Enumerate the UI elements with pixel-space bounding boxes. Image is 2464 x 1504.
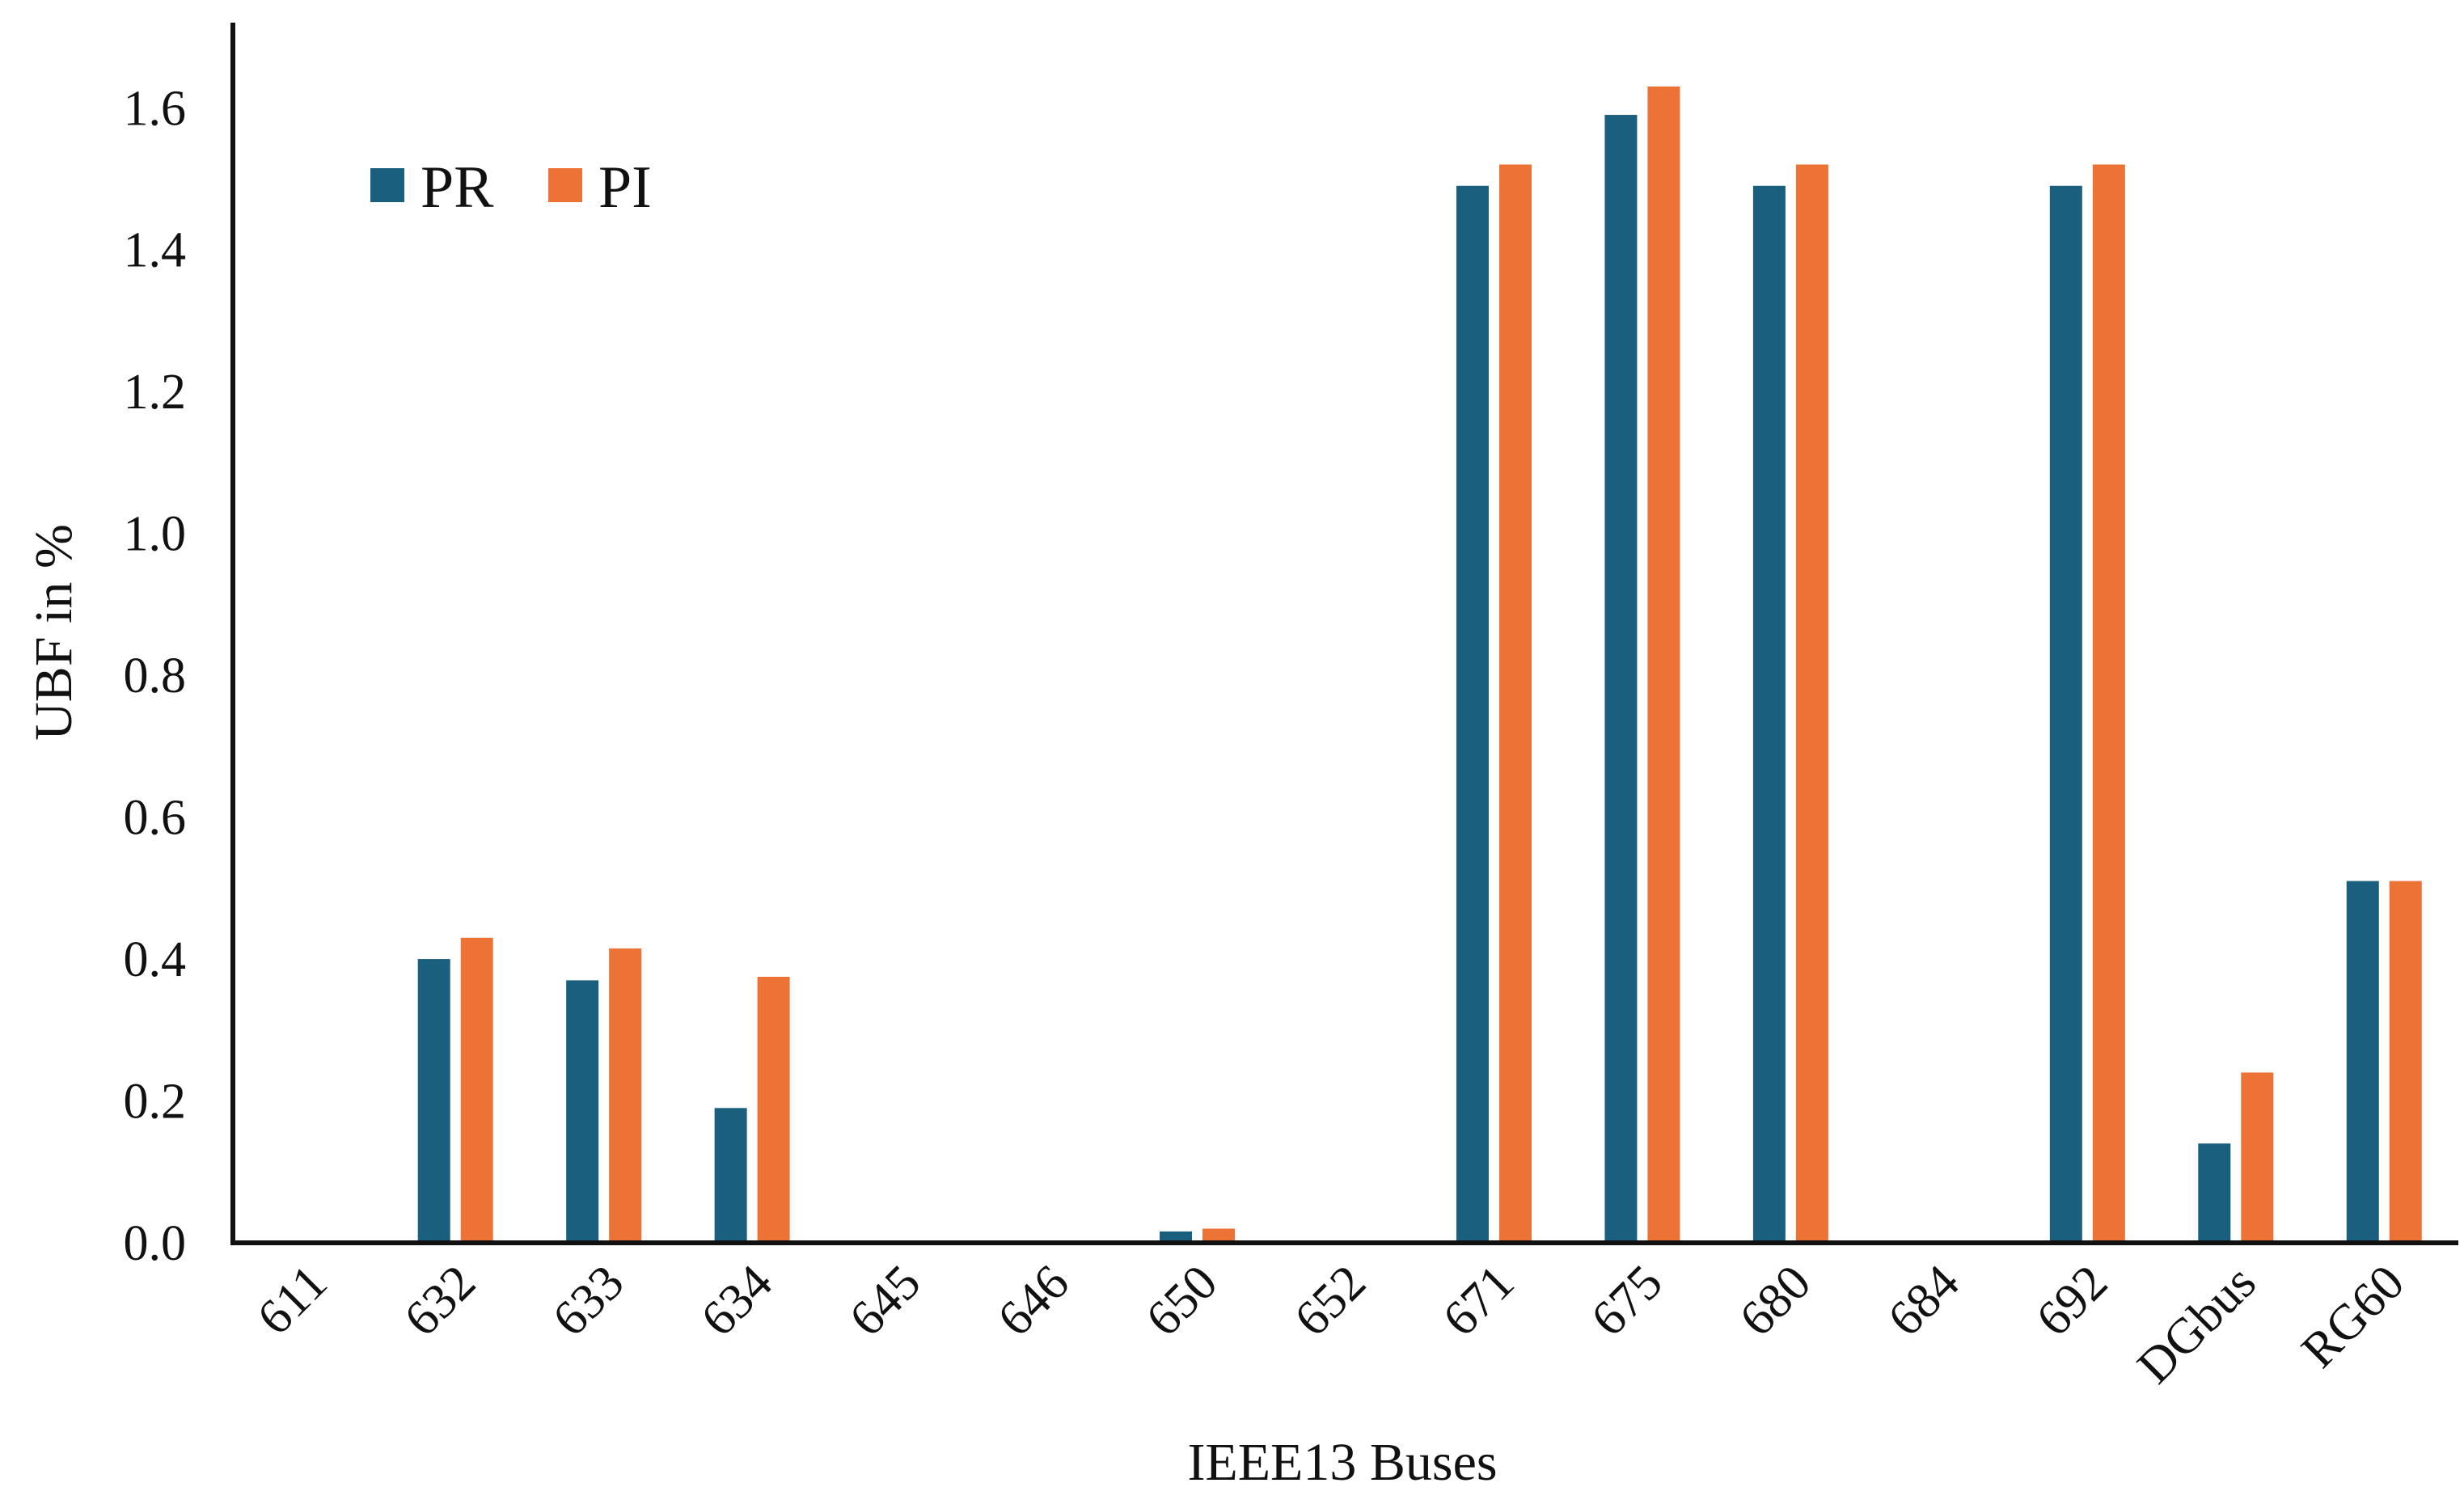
bar-pi-692 (2092, 164, 2125, 1244)
bar-pi-633 (609, 948, 642, 1243)
x-tick-label: 684 (1878, 1255, 1970, 1347)
bar-pr-634 (714, 1108, 747, 1243)
bar-pr-671 (1456, 185, 1489, 1243)
x-tick-label: 645 (839, 1255, 932, 1347)
y-tick-label: 1.4 (124, 223, 187, 278)
x-tick-label: 611 (247, 1255, 337, 1346)
y-axis-label: UBF in % (24, 524, 83, 741)
bar-pi-650 (1202, 1228, 1236, 1243)
legend-label-pr: PR (421, 154, 494, 221)
bar-pr-650 (1160, 1231, 1193, 1243)
y-tick-label: 0.2 (124, 1075, 187, 1130)
x-axis-label: IEEE13 Buses (1187, 1433, 1497, 1492)
bar-pr-632 (417, 959, 450, 1243)
x-tick-labels: 611 632 633 634 645 646 650 652 671 675 680 684 692 D… (247, 1255, 2415, 1394)
x-tick-label: 652 (1284, 1255, 1376, 1347)
bars-layer (417, 86, 2422, 1244)
y-tick-label: 0.6 (124, 791, 187, 846)
y-tick-label: 0.4 (124, 932, 187, 987)
bar-pi-rg60 (2389, 881, 2422, 1243)
bar-pr-692 (2049, 185, 2082, 1243)
legend: PR PI (370, 154, 652, 221)
x-tick-label: 632 (394, 1255, 486, 1347)
legend-label-pi: PI (598, 154, 652, 221)
bar-pr-633 (566, 980, 599, 1243)
bar-pr-675 (1604, 115, 1638, 1243)
x-tick-label: 650 (1136, 1255, 1228, 1347)
x-tick-label: 671 (1433, 1255, 1525, 1347)
x-tick-label: 633 (543, 1255, 635, 1347)
y-tick-label: 0.0 (124, 1216, 187, 1271)
bar-pi-632 (460, 937, 493, 1243)
y-tick-label: 1.6 (124, 81, 187, 136)
x-tick-label: 680 (1729, 1255, 1821, 1347)
bar-pi-680 (1795, 164, 1828, 1244)
y-tick-label: 1.2 (124, 365, 187, 420)
x-tick-label: RG60 (2291, 1255, 2415, 1379)
y-tick-label: 0.8 (124, 648, 187, 703)
x-tick-label: 692 (2026, 1255, 2118, 1347)
bar-pr-680 (1752, 185, 1786, 1243)
bar-pi-671 (1498, 164, 1532, 1244)
x-tick-label: 634 (691, 1255, 783, 1347)
bar-pi-634 (757, 977, 790, 1243)
x-tick-label: 675 (1581, 1255, 1673, 1347)
y-tick-label: 1.0 (124, 507, 187, 562)
legend-swatch-pi (548, 168, 582, 202)
bar-pr-dgbus (2198, 1143, 2231, 1243)
x-tick-label: DGbus (2127, 1255, 2266, 1394)
y-tick-labels: 0.0 0.2 0.4 0.6 0.8 1.0 1.2 1.4 1.6 (124, 81, 187, 1271)
x-tick-label: 646 (987, 1255, 1080, 1347)
bar-pi-675 (1647, 86, 1680, 1243)
bar-pi-dgbus (2241, 1072, 2274, 1243)
bar-pr-rg60 (2346, 881, 2379, 1243)
legend-swatch-pr (370, 168, 404, 202)
